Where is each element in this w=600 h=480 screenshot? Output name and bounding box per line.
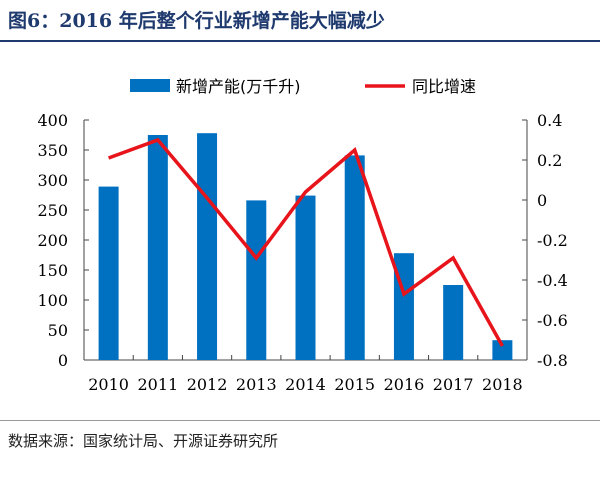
x-tick-label: 2011 <box>137 375 178 394</box>
right-tick-label: -0.6 <box>537 311 568 330</box>
left-tick-label: 200 <box>37 231 68 250</box>
x-tick-label: 2016 <box>384 375 425 394</box>
left-tick-label: 50 <box>48 321 68 340</box>
left-tick-label: 400 <box>37 111 68 130</box>
left-tick-label: 100 <box>37 291 68 310</box>
right-tick-label: 0.4 <box>537 111 562 130</box>
bar-2018 <box>492 340 513 360</box>
title-divider <box>0 40 600 42</box>
right-tick-label: -0.8 <box>537 351 568 370</box>
bar-2011 <box>147 135 168 360</box>
chart-title: 图6：2016 年后整个行业新增产能大幅减少 <box>8 10 385 32</box>
right-tick-label: -0.2 <box>537 231 568 250</box>
bar-2014 <box>295 195 316 360</box>
source-note: 数据来源：国家统计局、开源证券研究所 <box>8 432 279 450</box>
bar-2013 <box>246 200 267 360</box>
chart: 0 50 100 150 200 250 300 350 400 -0.8 -0.6 -0.4 -0.2… <box>37 77 568 394</box>
left-tick-label: 0 <box>58 351 68 370</box>
legend-bar-swatch <box>130 79 170 92</box>
legend-bar-label: 新增产能(万千升) <box>176 77 301 96</box>
bar-2015 <box>344 155 365 360</box>
right-tick-label: 0 <box>537 191 547 210</box>
right-tick-label: -0.4 <box>537 271 568 290</box>
legend-line-label: 同比增速 <box>412 77 476 96</box>
bar-2017 <box>443 285 464 360</box>
bar-2010 <box>98 186 119 360</box>
x-tick-label: 2010 <box>88 375 129 394</box>
x-tick-label: 2017 <box>433 375 474 394</box>
left-tick-label: 300 <box>37 171 68 190</box>
right-tick-label: 0.2 <box>537 151 562 170</box>
x-tick-label: 2012 <box>187 375 228 394</box>
left-tick-label: 250 <box>37 201 68 220</box>
left-tick-label: 150 <box>37 261 68 280</box>
x-tick-label: 2015 <box>334 375 375 394</box>
bar-2012 <box>197 133 218 360</box>
x-tick-label: 2014 <box>285 375 326 394</box>
x-tick-label: 2018 <box>482 375 523 394</box>
source-divider <box>0 420 600 421</box>
left-tick-label: 350 <box>37 141 68 160</box>
x-tick-label: 2013 <box>236 375 277 394</box>
